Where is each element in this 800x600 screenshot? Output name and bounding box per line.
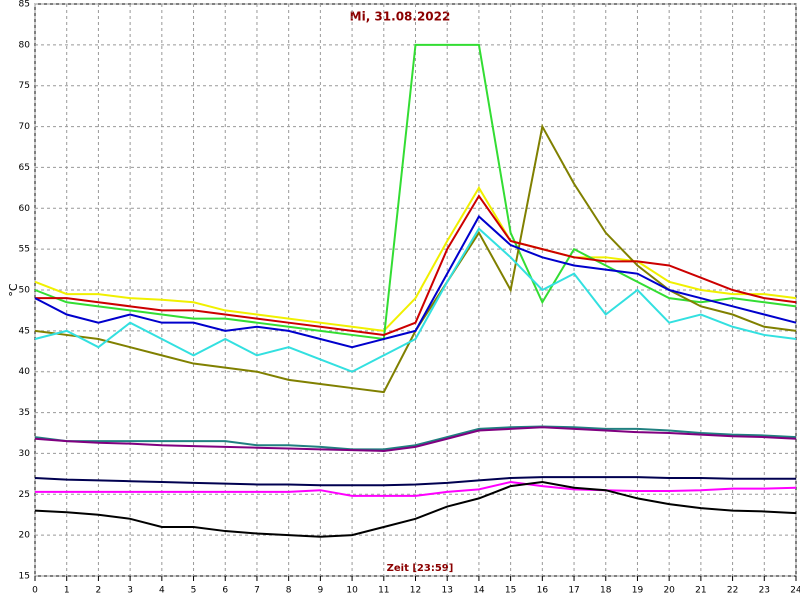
y-tick-label: 80 bbox=[19, 40, 31, 50]
x-tick-label: 12 bbox=[410, 586, 421, 596]
x-axis-label: Zeit [23:59] bbox=[387, 563, 454, 574]
x-tick-label: 17 bbox=[568, 586, 579, 596]
series-line bbox=[34, 214, 797, 349]
y-tick-label: 40 bbox=[19, 367, 31, 377]
y-tick-label: 70 bbox=[19, 122, 31, 132]
y-axis-label: °C bbox=[7, 283, 20, 297]
x-tick-label: 14 bbox=[473, 586, 485, 596]
y-tick-label: 30 bbox=[19, 449, 31, 459]
y-tick-label: 50 bbox=[19, 286, 31, 296]
x-tick-label: 4 bbox=[159, 586, 165, 596]
y-tick-label: 20 bbox=[19, 531, 31, 541]
x-tick-label: 21 bbox=[695, 586, 706, 596]
x-tick-label: 16 bbox=[537, 586, 549, 596]
series-line bbox=[34, 481, 797, 538]
x-tick-label: 22 bbox=[727, 586, 738, 596]
x-tick-label: 9 bbox=[318, 586, 324, 596]
x-tick-label: 6 bbox=[222, 586, 228, 596]
x-tick-label: 15 bbox=[505, 586, 516, 596]
x-tick-label: 5 bbox=[191, 586, 197, 596]
series-line bbox=[34, 425, 797, 451]
y-tick-label: 60 bbox=[19, 204, 31, 214]
x-tick-label: 20 bbox=[663, 586, 675, 596]
series-line bbox=[34, 43, 797, 341]
x-tick-label: 0 bbox=[32, 586, 38, 596]
x-tick-label: 11 bbox=[378, 586, 389, 596]
y-tick-label: 75 bbox=[19, 81, 30, 91]
y-tick-label: 25 bbox=[19, 490, 30, 500]
x-tick-label: 3 bbox=[127, 586, 133, 596]
x-tick-label: 13 bbox=[441, 586, 452, 596]
y-tick-label: 85 bbox=[19, 0, 30, 10]
series-line bbox=[34, 476, 796, 487]
x-tick-label: 24 bbox=[790, 586, 800, 596]
series-line bbox=[35, 481, 797, 497]
series-line bbox=[35, 194, 797, 336]
series-line bbox=[34, 185, 797, 332]
x-tick-label: 10 bbox=[346, 586, 358, 596]
y-tick-label: 35 bbox=[19, 408, 30, 418]
series-line bbox=[34, 227, 797, 373]
x-tick-label: 18 bbox=[600, 586, 612, 596]
x-tick-label: 8 bbox=[286, 586, 292, 596]
x-tick-label: 1 bbox=[64, 586, 70, 596]
x-tick-label: 2 bbox=[96, 586, 102, 596]
y-tick-label: 45 bbox=[19, 326, 30, 336]
chart-title: Mi, 31.08.2022 bbox=[350, 10, 451, 24]
x-tick-label: 23 bbox=[759, 586, 770, 596]
y-tick-label: 15 bbox=[19, 572, 30, 582]
x-tick-label: 19 bbox=[632, 586, 644, 596]
y-tick-label: 55 bbox=[19, 245, 30, 255]
y-tick-label: 65 bbox=[19, 163, 30, 173]
x-tick-label: 7 bbox=[254, 586, 260, 596]
series-line bbox=[34, 426, 797, 452]
